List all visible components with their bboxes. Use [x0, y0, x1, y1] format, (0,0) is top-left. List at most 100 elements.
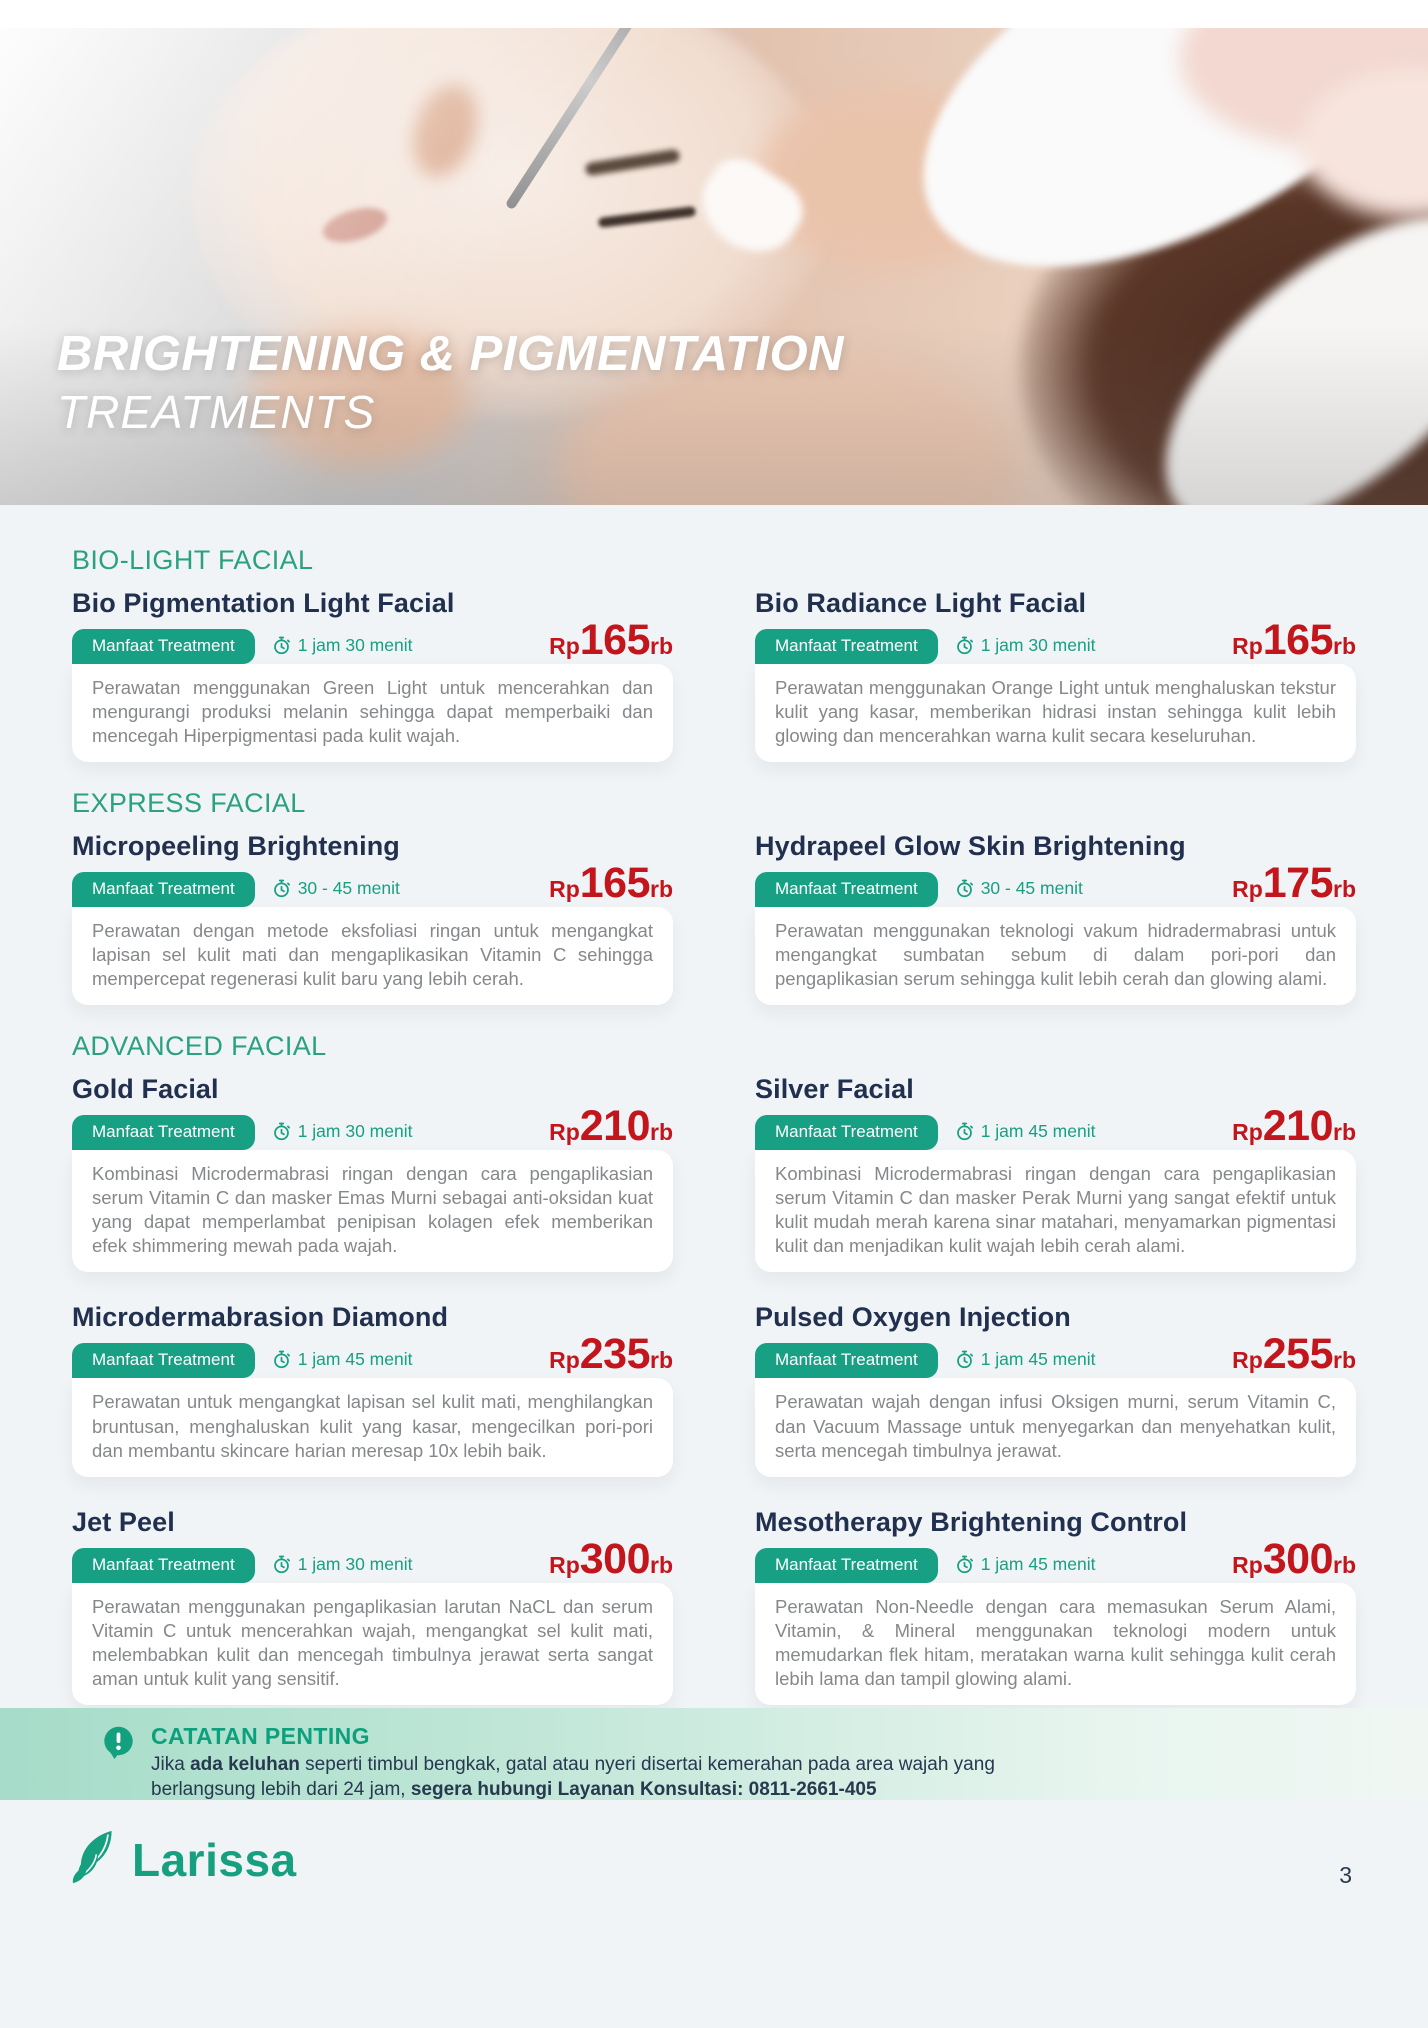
treatment-card: Micropeeling Brightening Manfaat Treatme… — [72, 831, 673, 1006]
duration-text: 30 - 45 menit — [980, 878, 1083, 899]
price-currency: Rp — [1232, 1119, 1263, 1146]
section-header: ADVANCED FACIAL — [72, 1031, 327, 1062]
price-currency: Rp — [1232, 1347, 1263, 1374]
clock-icon — [273, 636, 290, 655]
price-currency: Rp — [1232, 876, 1263, 903]
treatment-price: Rp 165 rb — [549, 619, 673, 662]
treatments: BIO-LIGHT FACIAL Bio Pigmentation Light … — [0, 505, 1428, 1705]
note-line1-post: seperti timbul bengkak, gatal atau nyeri… — [299, 1754, 995, 1775]
larissa-logo: Larissa — [70, 1830, 297, 1889]
price-suffix: rb — [1333, 1119, 1356, 1146]
price-currency: Rp — [549, 633, 580, 659]
treatment-card: Pulsed Oxygen Injection Manfaat Treatmen… — [755, 1302, 1356, 1477]
shade-overlay — [0, 28, 1428, 505]
treatment-card: Bio Pigmentation Light Facial Manfaat Tr… — [72, 588, 673, 763]
price-suffix: rb — [650, 1347, 673, 1374]
price-value: 235 — [579, 1330, 651, 1379]
exclamation-icon — [100, 1725, 137, 1768]
manfaat-badge: Manfaat Treatment — [755, 1115, 938, 1151]
treatment-price: Rp 175 rb — [1232, 862, 1356, 905]
treatment-description: Kombinasi Microdermabrasi ringan dengan … — [755, 1150, 1356, 1273]
hero-banner: BRIGHTENING & PIGMENTATION TREATMENTS — [0, 28, 1428, 505]
treatment-name: Gold Facial — [72, 1074, 219, 1105]
manfaat-badge: Manfaat Treatment — [72, 1547, 255, 1583]
treatment-price: Rp 165 rb — [1232, 619, 1356, 662]
treatment-duration: 1 jam 30 menit — [954, 635, 1095, 656]
price-value: 165 — [1262, 616, 1334, 664]
treatment-duration: 30 - 45 menit — [954, 878, 1083, 899]
duration-text: 1 jam 45 menit — [980, 1553, 1096, 1574]
treatment-price: Rp 210 rb — [549, 1105, 673, 1148]
price-value: 300 — [1262, 1534, 1334, 1583]
treatment-duration: 30 - 45 menit — [271, 878, 400, 899]
price-suffix: rb — [650, 1119, 673, 1146]
treatment-section: EXPRESS FACIAL Micropeeling Brightening … — [72, 788, 1356, 1006]
leaf-icon — [70, 1830, 128, 1889]
treatment-meta: Manfaat Treatment 1 jam 30 menit Rp 165 rb — [72, 619, 673, 664]
clock-icon — [273, 879, 290, 898]
treatment-price: Rp 300 rb — [1232, 1534, 1356, 1583]
treatment-card: Hydrapeel Glow Skin Brightening Manfaat … — [755, 831, 1356, 1006]
price-suffix: rb — [650, 633, 673, 659]
treatment-card: Microdermabrasion Diamond Manfaat Treatm… — [72, 1302, 673, 1477]
treatment-price: Rp 210 rb — [1232, 1105, 1356, 1148]
treatment-meta: Manfaat Treatment 1 jam 45 menit Rp 300 rb — [755, 1537, 1356, 1583]
treatment-description: Kombinasi Microdermabrasi ringan dengan … — [72, 1150, 673, 1273]
price-suffix: rb — [1333, 633, 1356, 659]
manfaat-badge: Manfaat Treatment — [72, 1343, 255, 1379]
note-line1-bold: ada keluhan — [190, 1754, 300, 1775]
note-line2-bold: segera hubungi Layanan Konsultasi: 0811-… — [410, 1779, 877, 1801]
duration-text: 30 - 45 menit — [297, 878, 400, 899]
price-currency: Rp — [1232, 633, 1263, 659]
treatment-name: Bio Radiance Light Facial — [755, 588, 1087, 618]
duration-text: 1 jam 45 menit — [297, 1349, 413, 1370]
price-value: 175 — [1262, 859, 1334, 908]
section-grid: Micropeeling Brightening Manfaat Treatme… — [72, 831, 1356, 1006]
treatment-name: Mesotherapy Brightening Control — [755, 1506, 1188, 1537]
price-suffix: rb — [1333, 1347, 1356, 1374]
price-value: 165 — [579, 616, 651, 664]
price-currency: Rp — [549, 1551, 580, 1578]
price-value: 255 — [1262, 1330, 1334, 1379]
price-value: 165 — [579, 859, 651, 908]
logo-text: Larissa — [132, 1833, 297, 1886]
treatment-description: Perawatan Non-Needle dengan cara memasuk… — [755, 1582, 1356, 1705]
price-currency: Rp — [549, 1119, 580, 1146]
clock-icon — [956, 1351, 973, 1369]
treatment-duration: 1 jam 30 menit — [271, 1553, 413, 1575]
treatment-description: Perawatan dengan metode eksfoliasi ringa… — [72, 907, 673, 1006]
price-value: 210 — [579, 1102, 651, 1151]
page-title-line1: BRIGHTENING & PIGMENTATION — [57, 327, 844, 381]
important-note: CATATAN PENTING Jika ada keluhan seperti… — [0, 1708, 1428, 1800]
duration-text: 1 jam 30 menit — [297, 1553, 413, 1574]
duration-text: 1 jam 45 menit — [980, 1121, 1096, 1142]
manfaat-badge: Manfaat Treatment — [72, 872, 255, 908]
page-title: BRIGHTENING & PIGMENTATION TREATMENTS — [57, 328, 844, 438]
treatment-meta: Manfaat Treatment 30 - 45 menit Rp 165 rb — [72, 862, 673, 908]
clock-icon — [956, 636, 973, 655]
manfaat-badge: Manfaat Treatment — [755, 1343, 938, 1379]
clock-icon — [956, 1555, 973, 1573]
manfaat-badge: Manfaat Treatment — [72, 629, 255, 664]
duration-text: 1 jam 30 menit — [297, 635, 413, 655]
treatment-section: BIO-LIGHT FACIAL Bio Pigmentation Light … — [72, 545, 1356, 763]
treatment-description: Perawatan menggunakan Green Light untuk … — [72, 664, 673, 763]
page-title-line2: TREATMENTS — [57, 385, 376, 438]
treatment-duration: 1 jam 30 menit — [271, 635, 413, 656]
price-value: 300 — [579, 1534, 651, 1583]
treatment-description: Perawatan wajah dengan infusi Oksigen mu… — [755, 1378, 1356, 1477]
price-currency: Rp — [549, 1347, 580, 1374]
treatment-meta: Manfaat Treatment 1 jam 45 menit Rp 235 rb — [72, 1333, 673, 1379]
treatment-meta: Manfaat Treatment 30 - 45 menit Rp 175 rb — [755, 862, 1356, 908]
treatment-duration: 1 jam 45 menit — [271, 1349, 413, 1370]
clock-icon — [956, 879, 973, 898]
price-currency: Rp — [549, 876, 580, 903]
treatment-card: Jet Peel Manfaat Treatment 1 jam 30 meni… — [72, 1507, 673, 1705]
treatment-meta: Manfaat Treatment 1 jam 30 menit Rp 300 rb — [72, 1537, 673, 1583]
treatment-meta: Manfaat Treatment 1 jam 30 menit Rp 165 rb — [755, 619, 1356, 664]
treatment-description: Perawatan menggunakan Orange Light untuk… — [755, 664, 1356, 763]
top-margin — [0, 0, 1428, 28]
price-currency: Rp — [1232, 1551, 1263, 1578]
treatment-meta: Manfaat Treatment 1 jam 45 menit Rp 255 rb — [755, 1333, 1356, 1379]
